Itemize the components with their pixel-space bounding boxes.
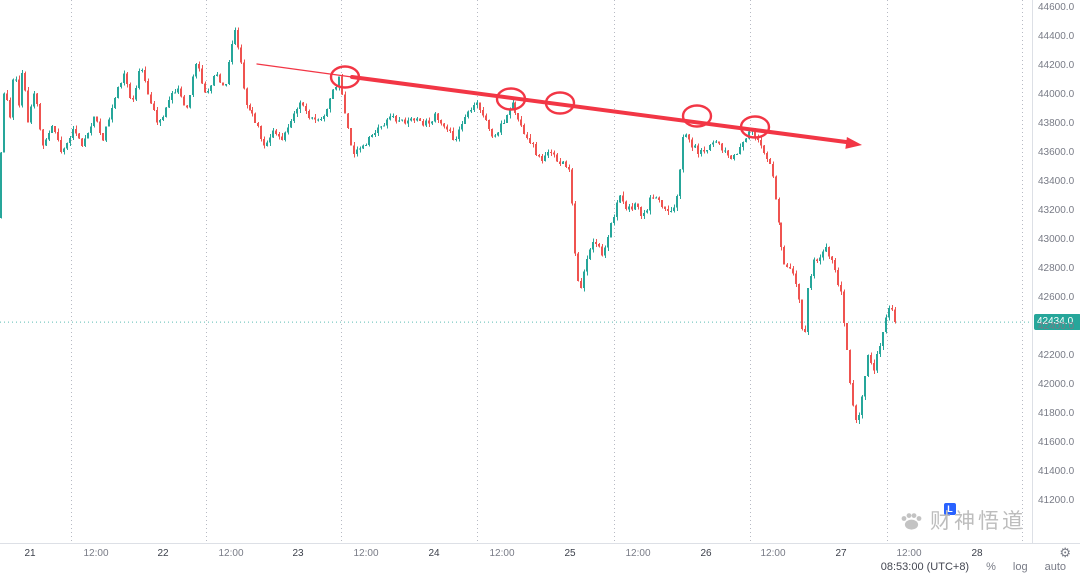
price-axis-label: 42200.0: [1038, 350, 1075, 361]
watermark: 财神悟道: [898, 505, 1026, 535]
price-axis-label: 44400.0: [1038, 31, 1075, 42]
price-axis-label: 42000.0: [1038, 379, 1075, 390]
last-price-tag: 42434.0: [1034, 314, 1080, 331]
candlestick-canvas: [0, 0, 1032, 543]
time-axis-day-label: 26: [700, 548, 712, 559]
price-axis-label: 42600.0: [1038, 292, 1075, 303]
price-axis-label: 43600.0: [1038, 147, 1075, 158]
time-scale[interactable]: 21 12:00 22 12:00 23 12:00 24 12:00 25 12:00 26 12:…: [0, 543, 1080, 578]
grid-lines: [71, 0, 1023, 543]
time-axis-hour-label: 12:00: [760, 548, 786, 559]
price-axis-label: 41600.0: [1038, 437, 1075, 448]
price-axis-label: 41800.0: [1038, 408, 1075, 419]
time-axis-day-label: 24: [428, 548, 440, 559]
price-axis-label: 44600.0: [1038, 2, 1075, 13]
time-axis-hour-label: 12:00: [83, 548, 109, 559]
paw-icon: [901, 512, 922, 530]
time-axis-hour-label: 12:00: [353, 548, 379, 559]
time-axis-day-label: 27: [835, 548, 847, 559]
time-axis-day-label: 22: [157, 548, 169, 559]
price-axis-label: 43000.0: [1038, 234, 1075, 245]
time-axis-hour-label: 12:00: [489, 548, 515, 559]
time-axis-day-label: 23: [292, 548, 304, 559]
log-scale-button[interactable]: log: [1012, 561, 1028, 573]
auto-scale-button[interactable]: auto: [1044, 561, 1066, 573]
touch-circles-annotation[interactable]: [329, 65, 771, 139]
price-axis-label: 42400.0: [1038, 321, 1075, 332]
time-axis-hour-label: 12:00: [896, 548, 922, 559]
time-axis-day-label: 28: [971, 548, 983, 559]
price-axis-label: 41200.0: [1038, 495, 1075, 506]
price-axis-label: 43400.0: [1038, 176, 1075, 187]
l-badge-label: L: [947, 504, 953, 514]
time-axis-hour-label: 12:00: [625, 548, 651, 559]
clock-label: 08:53:00 (UTC+8): [880, 561, 970, 573]
time-axis-day-label: 25: [564, 548, 576, 559]
percent-scale-button[interactable]: %: [986, 561, 996, 573]
trendline-annotation[interactable]: [256, 63, 863, 151]
price-scale[interactable]: 42434.0 44600.0 44400.0 44200.0 44000.0 4380…: [1032, 0, 1080, 543]
scale-settings-button[interactable]: ⚙: [1059, 546, 1071, 560]
price-axis-label: 42800.0: [1038, 263, 1075, 274]
price-axis-label: 43800.0: [1038, 118, 1075, 129]
candles: [0, 27, 896, 424]
price-axis-label: 41400.0: [1038, 466, 1075, 477]
time-axis-hour-label: 12:00: [218, 548, 244, 559]
time-axis-day-label: 21: [24, 548, 36, 559]
chart-plot-area[interactable]: L 财神悟道: [0, 0, 1032, 543]
price-axis-label: 44000.0: [1038, 89, 1075, 100]
price-axis-label: 44200.0: [1038, 60, 1075, 71]
watermark-text: 财神悟道: [930, 510, 1026, 533]
bottom-toolbar: 08:53:00 (UTC+8) % log auto: [881, 561, 1066, 573]
gear-icon: ⚙: [1059, 545, 1071, 560]
l-badge: L: [944, 503, 956, 515]
price-axis-label: 43200.0: [1038, 205, 1075, 216]
